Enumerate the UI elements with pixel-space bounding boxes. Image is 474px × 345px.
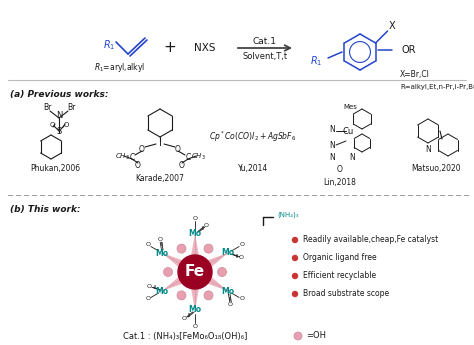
Circle shape <box>218 267 227 276</box>
Text: Matsuo,2020: Matsuo,2020 <box>411 164 461 172</box>
Text: $CH_3$: $CH_3$ <box>191 152 205 162</box>
Text: N: N <box>329 152 335 161</box>
Text: $Cp^*Co(CO)I_2+AgSbF_6$: $Cp^*Co(CO)I_2+AgSbF_6$ <box>210 130 297 144</box>
Text: Phukan,2006: Phukan,2006 <box>30 164 80 172</box>
Text: O: O <box>146 296 151 302</box>
Polygon shape <box>188 234 202 272</box>
Polygon shape <box>191 253 228 278</box>
Polygon shape <box>188 272 202 310</box>
Text: Efficient recyclable: Efficient recyclable <box>303 272 376 280</box>
Text: Karade,2007: Karade,2007 <box>136 174 184 183</box>
Text: O: O <box>157 237 162 242</box>
Polygon shape <box>162 266 199 291</box>
Text: C: C <box>129 152 135 161</box>
Text: Mo: Mo <box>189 229 201 238</box>
Text: $R_1$: $R_1$ <box>102 38 115 52</box>
Text: Solvent,T,t: Solvent,T,t <box>242 52 288 61</box>
Text: Yu,2014: Yu,2014 <box>238 164 268 172</box>
Text: O: O <box>49 122 55 128</box>
Text: N: N <box>329 125 335 134</box>
Text: S: S <box>56 127 62 136</box>
Text: II: II <box>236 254 239 259</box>
Text: R=alkyl,Et,n-Pr,i-Pr,Bu: R=alkyl,Et,n-Pr,i-Pr,Bu <box>400 84 474 90</box>
Text: II: II <box>153 285 156 290</box>
Circle shape <box>204 291 213 300</box>
Text: N: N <box>56 110 62 119</box>
Polygon shape <box>191 266 228 291</box>
Circle shape <box>294 332 302 340</box>
Text: Fe: Fe <box>185 265 205 279</box>
Text: O: O <box>146 284 151 289</box>
Text: Lin,2018: Lin,2018 <box>324 178 356 187</box>
Circle shape <box>177 244 186 253</box>
Text: Mes: Mes <box>343 104 357 110</box>
Text: C: C <box>185 152 191 161</box>
Text: O: O <box>203 223 208 227</box>
Text: (b) This work:: (b) This work: <box>10 205 81 214</box>
Circle shape <box>292 292 298 296</box>
Text: O: O <box>337 166 343 175</box>
Text: Cu: Cu <box>342 127 354 136</box>
Text: Br: Br <box>67 104 75 112</box>
Text: Mo: Mo <box>155 248 169 257</box>
Circle shape <box>178 255 212 289</box>
Text: II: II <box>229 297 232 302</box>
Circle shape <box>292 274 298 278</box>
Text: O: O <box>228 302 233 307</box>
Text: N: N <box>349 152 355 161</box>
Text: Organic ligand free: Organic ligand free <box>303 254 377 263</box>
Text: Cat.1: Cat.1 <box>253 37 277 46</box>
Text: O: O <box>179 160 185 169</box>
Text: O: O <box>239 243 244 247</box>
Text: II: II <box>160 241 163 247</box>
Text: (NH₄)₃: (NH₄)₃ <box>277 212 299 218</box>
Text: O: O <box>192 216 198 220</box>
Text: $R_1$=aryl,alkyl: $R_1$=aryl,alkyl <box>94 61 146 75</box>
Text: Mo: Mo <box>189 306 201 315</box>
Circle shape <box>292 237 298 243</box>
Text: +: + <box>164 40 176 56</box>
Text: $R_1$: $R_1$ <box>310 54 322 68</box>
Text: II: II <box>201 226 204 231</box>
Text: Br: Br <box>43 104 51 112</box>
Text: O: O <box>175 145 181 154</box>
Circle shape <box>292 256 298 260</box>
Text: NXS: NXS <box>194 43 216 53</box>
Text: O: O <box>64 122 69 128</box>
Text: Mo: Mo <box>221 286 235 296</box>
Text: I: I <box>159 138 162 148</box>
Text: X=Br,Cl: X=Br,Cl <box>400 70 430 79</box>
Text: O: O <box>192 324 198 328</box>
Text: Mo: Mo <box>155 286 169 296</box>
Text: Readily available,cheap,Fe catalyst: Readily available,cheap,Fe catalyst <box>303 236 438 245</box>
Text: (a) Previous works:: (a) Previous works: <box>10 90 109 99</box>
Text: OR: OR <box>402 45 417 55</box>
Text: $CH_3$: $CH_3$ <box>115 152 129 162</box>
Text: O: O <box>182 316 187 322</box>
Text: O: O <box>146 243 151 247</box>
Text: =OH: =OH <box>306 332 326 341</box>
Text: O: O <box>239 296 244 302</box>
Circle shape <box>164 267 173 276</box>
Text: X: X <box>388 21 395 31</box>
Text: Cat.1 : (NH₄)₃[FeMo₆O₁₈(OH)₆]: Cat.1 : (NH₄)₃[FeMo₆O₁₈(OH)₆] <box>123 332 247 341</box>
Circle shape <box>177 291 186 300</box>
Circle shape <box>204 244 213 253</box>
Text: Mo: Mo <box>221 248 235 257</box>
Text: II: II <box>188 313 191 318</box>
Text: N: N <box>329 140 335 149</box>
Text: N: N <box>425 146 431 155</box>
Polygon shape <box>162 253 199 278</box>
Text: O: O <box>139 145 145 154</box>
Text: O: O <box>238 255 244 260</box>
Text: O: O <box>135 160 141 169</box>
Text: Broad substrate scope: Broad substrate scope <box>303 289 389 298</box>
